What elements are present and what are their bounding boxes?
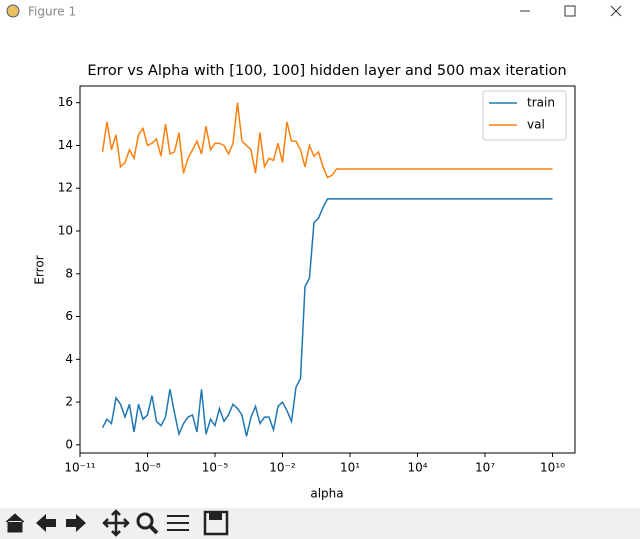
configure-button[interactable] <box>167 515 189 531</box>
y-tick-label: 4 <box>65 352 73 366</box>
y-tick-label: 2 <box>65 395 73 409</box>
y-tick-label: 0 <box>65 437 73 451</box>
back-button[interactable] <box>36 514 56 532</box>
home-button[interactable] <box>5 513 25 533</box>
x-tick-label: 10⁴ <box>407 461 427 475</box>
save-icon <box>209 512 222 520</box>
forward-button[interactable] <box>66 514 86 532</box>
y-tick-label: 12 <box>58 181 73 195</box>
app-icon <box>6 4 20 18</box>
zoom-button[interactable] <box>136 512 154 530</box>
x-axis-label: alpha <box>310 487 343 501</box>
zoom-handle <box>148 524 159 535</box>
legend-label: train <box>527 96 555 110</box>
axes-frame <box>79 85 576 454</box>
x-tick-label: 10⁻⁵ <box>202 461 229 475</box>
close-button[interactable] <box>610 5 622 17</box>
y-tick-label: 14 <box>58 138 73 152</box>
y-tick-label: 6 <box>65 309 73 323</box>
y-tick-label: 8 <box>65 266 73 280</box>
x-tick-label: 10⁷ <box>475 461 495 475</box>
x-tick-label: 10¹ <box>340 461 360 475</box>
y-tick-label: 16 <box>58 95 73 109</box>
toolbar <box>0 508 640 539</box>
x-tick-label: 10⁻² <box>269 461 296 475</box>
pan-button[interactable] <box>102 509 130 537</box>
maximize-button[interactable] <box>564 5 576 17</box>
chart-title: Error vs Alpha with [100, 100] hidden la… <box>87 63 566 79</box>
series-line <box>101 198 553 437</box>
window-title: Figure 1 <box>28 5 76 19</box>
plot-area: 0 2 4 6 8 10 12 14 16 10⁻¹¹ 10⁻⁸ 10⁻⁵ 10⁻² 10¹ 10⁴ 10⁷ 1… <box>58 90 567 475</box>
x-tick-label: 10⁻⁸ <box>134 461 161 475</box>
y-axis-label: Error <box>33 255 47 284</box>
legend-label: val <box>527 118 545 132</box>
x-tick-label: 10¹⁰ <box>540 461 565 475</box>
x-tick-label: 10⁻¹¹ <box>64 461 95 475</box>
y-tick-label: 10 <box>58 224 73 238</box>
series-line <box>101 102 553 179</box>
